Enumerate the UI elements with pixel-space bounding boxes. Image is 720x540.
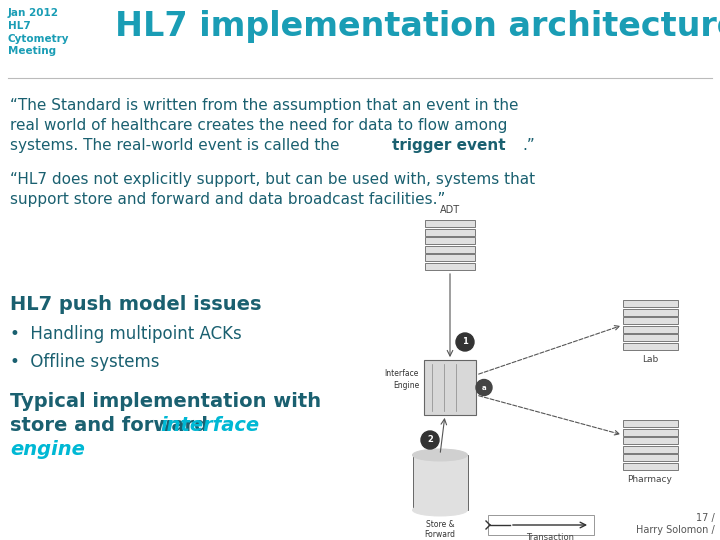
Bar bbox=[623, 300, 678, 307]
Text: Store &: Store & bbox=[426, 520, 454, 529]
Ellipse shape bbox=[413, 504, 467, 516]
Bar bbox=[623, 308, 678, 315]
Text: store and forward: store and forward bbox=[10, 416, 215, 435]
Text: Jan 2012
HL7
Cytometry
Meeting: Jan 2012 HL7 Cytometry Meeting bbox=[8, 8, 70, 56]
Text: Interface
Engine: Interface Engine bbox=[384, 369, 419, 389]
Circle shape bbox=[476, 380, 492, 395]
Text: Lab: Lab bbox=[642, 354, 658, 363]
Text: trigger event: trigger event bbox=[392, 138, 505, 153]
Bar bbox=[488, 515, 594, 535]
Text: interface: interface bbox=[160, 416, 259, 435]
Text: Transaction: Transaction bbox=[526, 533, 574, 540]
Bar bbox=[424, 360, 476, 415]
Ellipse shape bbox=[413, 449, 467, 461]
Text: •  Offline systems: • Offline systems bbox=[10, 353, 160, 371]
Bar bbox=[623, 437, 678, 444]
Bar bbox=[623, 342, 678, 349]
Bar bbox=[623, 420, 678, 427]
Text: HL7 push model issues: HL7 push model issues bbox=[10, 295, 261, 314]
Bar bbox=[623, 317, 678, 324]
Text: Pharmacy: Pharmacy bbox=[628, 475, 672, 483]
Bar bbox=[425, 228, 475, 235]
Text: engine: engine bbox=[10, 440, 85, 459]
Text: Forward: Forward bbox=[425, 530, 456, 539]
Bar bbox=[623, 429, 678, 435]
Bar bbox=[623, 454, 678, 461]
Text: real world of healthcare creates the need for data to flow among: real world of healthcare creates the nee… bbox=[10, 118, 508, 133]
Bar bbox=[623, 446, 678, 453]
Bar bbox=[425, 254, 475, 261]
Text: .”: .” bbox=[522, 138, 535, 153]
Bar bbox=[623, 334, 678, 341]
Text: a: a bbox=[482, 384, 486, 390]
Text: support store and forward and data broadcast facilities.”: support store and forward and data broad… bbox=[10, 192, 446, 207]
Bar bbox=[425, 262, 475, 269]
Circle shape bbox=[456, 333, 474, 351]
Bar bbox=[413, 455, 467, 510]
Text: 1: 1 bbox=[462, 338, 468, 347]
Text: Typical implementation with: Typical implementation with bbox=[10, 392, 321, 411]
Bar bbox=[623, 462, 678, 469]
Bar bbox=[623, 326, 678, 333]
Text: 2: 2 bbox=[427, 435, 433, 444]
Text: “The Standard is written from the assumption that an event in the: “The Standard is written from the assump… bbox=[10, 98, 518, 113]
Bar bbox=[425, 237, 475, 244]
Text: •  Handling multipoint ACKs: • Handling multipoint ACKs bbox=[10, 325, 242, 343]
Text: systems. The real-world event is called the: systems. The real-world event is called … bbox=[10, 138, 344, 153]
Text: HL7 implementation architecture: HL7 implementation architecture bbox=[115, 10, 720, 43]
Bar bbox=[425, 246, 475, 253]
Text: ADT: ADT bbox=[440, 205, 460, 215]
Text: 17 /
Harry Solomon /: 17 / Harry Solomon / bbox=[636, 512, 715, 535]
Circle shape bbox=[421, 431, 439, 449]
Text: “HL7 does not explicitly support, but can be used with, systems that: “HL7 does not explicitly support, but ca… bbox=[10, 172, 535, 187]
Bar bbox=[425, 220, 475, 227]
